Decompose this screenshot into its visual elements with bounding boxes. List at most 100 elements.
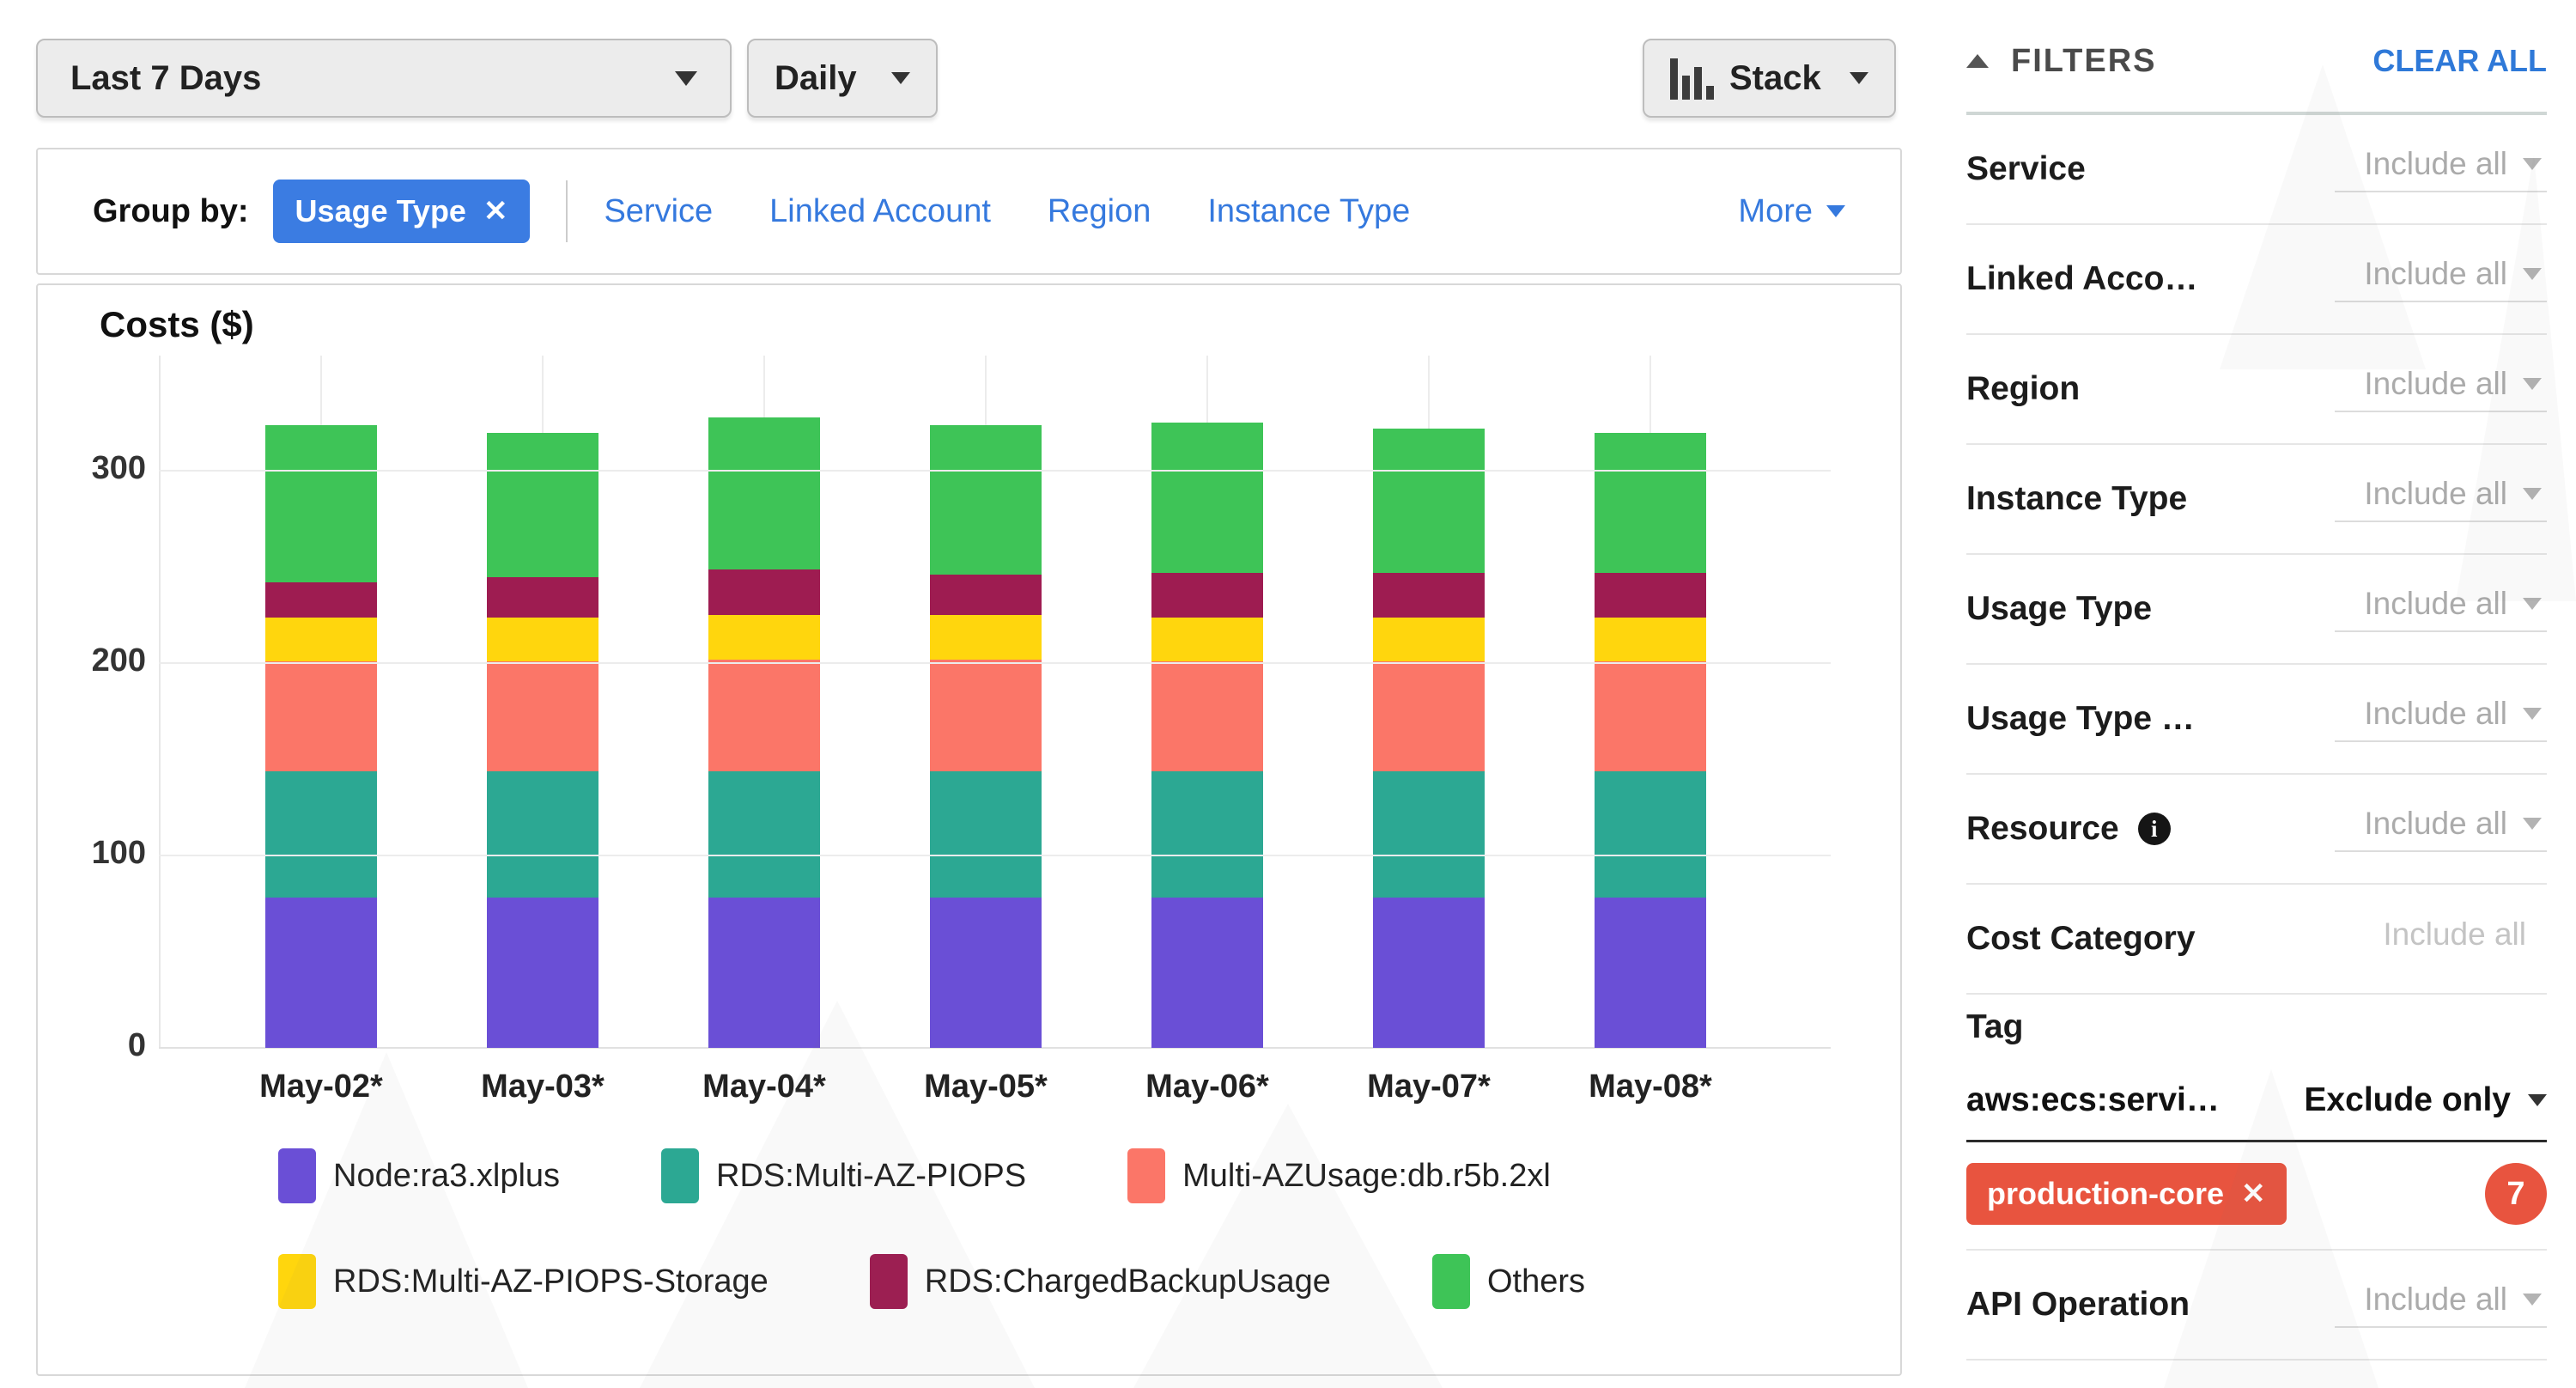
divider (566, 180, 568, 242)
chart-type-dropdown[interactable]: Stack (1643, 39, 1896, 118)
bar-segment[interactable] (265, 661, 377, 771)
filter-row-cost-category: Cost Category Include all (1966, 885, 2547, 995)
bar-segment[interactable] (1595, 573, 1706, 618)
legend-item[interactable]: Node:ra3.xlplus (278, 1148, 560, 1203)
bar-segment[interactable] (265, 424, 377, 583)
tag-key-dropdown[interactable]: aws:ecs:servi… Exclude only (1966, 1060, 2547, 1142)
x-axis-labels: May-02* May-03* May-04* May-05* May-06* May-0… (210, 1068, 1761, 1105)
stacked-bar-may-08[interactable] (1595, 432, 1706, 1048)
bar-segment[interactable] (1373, 661, 1485, 771)
bar-segment[interactable] (1373, 898, 1485, 1048)
bar-segment[interactable] (487, 576, 598, 618)
bar-segment[interactable] (1151, 573, 1263, 618)
bar-chart-icon (1670, 57, 1714, 100)
bar-segment[interactable] (930, 615, 1042, 660)
chevron-down-icon (1826, 205, 1845, 217)
bar-segment[interactable] (930, 424, 1042, 575)
cost-chart-card: Costs ($) 0 100 200 300 May-02* May-03* May-0… (36, 283, 1902, 1376)
bar-segment[interactable] (930, 659, 1042, 771)
info-icon[interactable]: i (2137, 813, 2171, 845)
bar-segment[interactable] (708, 659, 820, 771)
bar-segment[interactable] (1151, 770, 1263, 898)
legend-label: Others (1486, 1263, 1585, 1300)
legend-item[interactable]: Others (1431, 1254, 1585, 1309)
bar-segment[interactable] (708, 770, 820, 898)
legend-item[interactable]: RDS:Multi-AZ-PIOPS (661, 1148, 1026, 1203)
bar-segment[interactable] (708, 615, 820, 660)
group-by-link-region[interactable]: Region (1047, 192, 1151, 229)
filter-rows: Service Include all Linked Acco… Include al… (1966, 115, 2547, 995)
stacked-bar-may-04[interactable] (708, 417, 820, 1048)
group-by-links: Service Linked Account Region Instance Type (604, 193, 1410, 230)
close-icon[interactable]: ✕ (483, 195, 508, 228)
bar-segment[interactable] (708, 417, 820, 569)
bar-segment[interactable] (487, 770, 598, 898)
group-by-chip-usage-type[interactable]: Usage Type ✕ (272, 180, 531, 243)
group-by-link-linked-account[interactable]: Linked Account (769, 192, 991, 229)
group-by-link-instance-type[interactable]: Instance Type (1207, 192, 1411, 229)
legend-item[interactable]: RDS:Multi-AZ-PIOPS-Storage (278, 1254, 769, 1309)
filter-value-dropdown[interactable]: Include all (2335, 146, 2547, 192)
bar-segment[interactable] (1151, 423, 1263, 574)
granularity-dropdown[interactable]: Daily (747, 39, 938, 118)
filter-value-dropdown[interactable]: Include all (2335, 806, 2547, 852)
bar-segment[interactable] (1373, 617, 1485, 661)
filters-title: FILTERS (2011, 42, 2157, 79)
filter-value-dropdown[interactable]: Include all (2335, 586, 2547, 632)
bar-segment[interactable] (265, 770, 377, 898)
bar-segment[interactable] (708, 569, 820, 616)
bar-segment[interactable] (487, 617, 598, 661)
tag-section-label: Tag (1966, 1008, 2024, 1045)
filter-value-dropdown[interactable]: Include all (2335, 476, 2547, 522)
bar-segment[interactable] (1373, 770, 1485, 898)
bar-segment[interactable] (1595, 770, 1706, 898)
tag-filter-section: Tag aws:ecs:servi… Exclude only producti… (1966, 995, 2547, 1251)
date-range-dropdown[interactable]: Last 7 Days (36, 39, 732, 118)
tag-value-chip[interactable]: production-core ✕ (1966, 1163, 2287, 1225)
clear-all-button[interactable]: CLEAR ALL (2372, 43, 2547, 78)
bar-segment[interactable] (1373, 429, 1485, 574)
bar-segment[interactable] (1595, 898, 1706, 1048)
bar-segment[interactable] (487, 898, 598, 1048)
bar-segment[interactable] (1151, 661, 1263, 771)
stacked-bar-may-06[interactable] (1151, 423, 1263, 1048)
stacked-bar-may-02[interactable] (265, 424, 377, 1048)
legend-swatch (661, 1148, 700, 1203)
bar-segment[interactable] (1595, 661, 1706, 771)
bar-segment[interactable] (708, 898, 820, 1048)
group-by-link-service[interactable]: Service (604, 192, 714, 229)
bar-segment[interactable] (487, 661, 598, 771)
bar-segment[interactable] (930, 898, 1042, 1048)
legend-item[interactable]: RDS:ChargedBackupUsage (869, 1254, 1331, 1309)
close-icon[interactable]: ✕ (2241, 1178, 2266, 1210)
bar-segment[interactable] (265, 582, 377, 618)
bar-segment[interactable] (1595, 617, 1706, 661)
filter-value-dropdown[interactable]: Include all (2335, 256, 2547, 302)
bar-segment[interactable] (930, 575, 1042, 616)
legend-swatch (278, 1148, 316, 1203)
chevron-down-icon (891, 72, 910, 84)
bar-segment[interactable] (487, 432, 598, 577)
stacked-bar-may-05[interactable] (930, 424, 1042, 1048)
filter-value-dropdown[interactable]: Include all (2335, 696, 2547, 742)
bar-segment[interactable] (1151, 617, 1263, 661)
filter-value-dropdown[interactable]: Include all (2335, 366, 2547, 412)
filter-value-dropdown[interactable]: Include all (2335, 1281, 2547, 1328)
tag-mode-dropdown[interactable]: Exclude only (2304, 1081, 2547, 1119)
chevron-up-icon[interactable] (1966, 54, 1989, 68)
chevron-down-icon (1850, 72, 1868, 84)
more-dropdown[interactable]: More (1738, 193, 1845, 230)
bar-segment[interactable] (930, 770, 1042, 898)
stacked-bar-may-03[interactable] (487, 432, 598, 1048)
legend-item[interactable]: Multi-AZUsage:db.r5b.2xl (1127, 1148, 1551, 1203)
chevron-down-icon (2528, 1093, 2547, 1106)
bar-segment[interactable] (265, 898, 377, 1048)
bar-segment[interactable] (265, 617, 377, 661)
bar-segment[interactable] (1151, 898, 1263, 1048)
chevron-down-icon (2523, 268, 2542, 280)
bar-band (1097, 356, 1318, 1048)
tag-title-row: Tag (1966, 995, 2547, 1060)
stacked-bar-may-07[interactable] (1373, 429, 1485, 1048)
bar-segment[interactable] (1595, 432, 1706, 574)
bar-segment[interactable] (1373, 573, 1485, 618)
